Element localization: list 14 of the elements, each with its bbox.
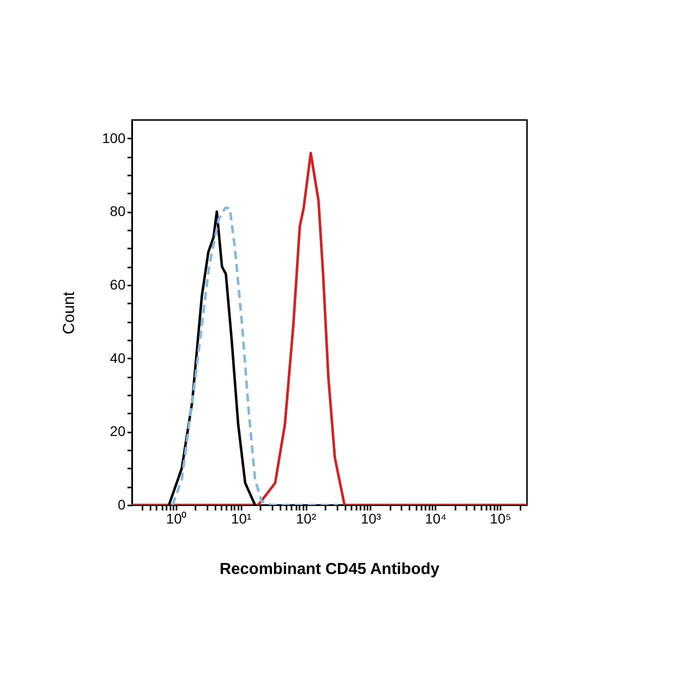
x-tick-label: 10³ — [360, 510, 382, 526]
y-axis-title: Count — [61, 291, 78, 334]
x-tick-label: 10⁰ — [166, 510, 187, 526]
x-tick-label: 10⁵ — [490, 510, 512, 526]
y-tick-label: 40 — [110, 350, 126, 366]
y-tick-label: 0 — [118, 496, 126, 512]
text: Recombinant CD45 Antibody — [220, 561, 440, 578]
y-tick-label: 80 — [110, 203, 126, 220]
x-tick-label: 10⁴ — [424, 510, 447, 526]
x-tick-label: 10² — [296, 510, 317, 526]
y-tick-label: 60 — [110, 276, 126, 292]
y-tick-label: 100 — [102, 130, 126, 146]
y-tick-label: 20 — [110, 423, 126, 440]
x-tick-label: 10¹ — [231, 510, 252, 526]
